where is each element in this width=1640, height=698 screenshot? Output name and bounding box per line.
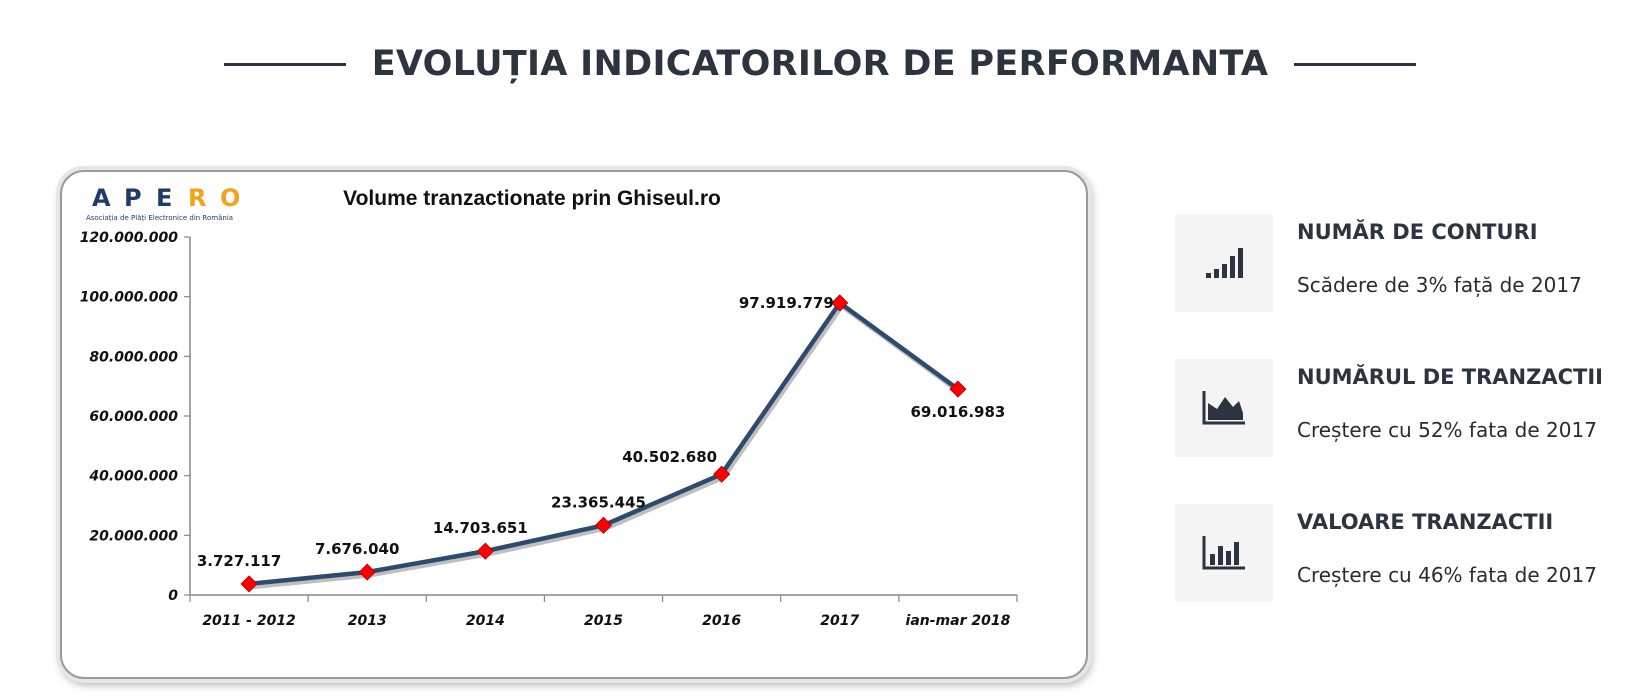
logo-letter: E [156,184,172,212]
signal-bars-icon [1206,248,1243,278]
stat-accounts: NUMĂR DE CONTURI Scădere de 3% față de 2… [1175,210,1635,312]
stat-icon-box [1175,214,1273,312]
data-label: 40.502.680 [622,448,717,466]
stat-description: Scădere de 3% față de 2017 [1297,273,1582,297]
bar-chart-icon [1202,536,1245,570]
logo-letter: O [220,184,240,212]
logo-letter: P [124,184,142,212]
chart-series: 3.727.117 7.676.040 14.703.651 23.365.445 40… [197,294,1005,593]
data-point-marker [831,294,849,312]
logo-letter: R [188,184,206,212]
y-tick-label: 40.000.000 [88,469,178,485]
page-title: EVOLUȚIA INDICATORILOR DE PERFORMANTA [371,44,1269,84]
y-tick-label: 60.000.000 [89,409,178,425]
chart-axes: 0 20.000.000 40.000.000 60.000.000 80.000.00… [80,230,1018,629]
stat-value: VALOARE TRANZACTII Creștere cu 46% fata … [1175,500,1635,602]
x-tick-label: ian-mar 2018 [906,613,1011,629]
stat-title: VALOARE TRANZACTII [1297,510,1554,534]
data-label: 14.703.651 [433,519,528,537]
logo-letter: A [92,184,111,212]
header-left-rule [223,62,346,66]
section-header: EVOLUȚIA INDICATORILOR DE PERFORMANTA [0,34,1640,94]
area-chart-icon [1202,391,1245,425]
data-label: 69.016.983 [910,403,1005,421]
data-point-marker [358,563,376,581]
stat-description: Creștere cu 46% fata de 2017 [1297,563,1597,587]
stat-title: NUMĂRUL DE TRANZACTII [1297,365,1603,389]
y-tick-label: 20.000.000 [89,528,178,544]
stat-description: Creștere cu 52% fata de 2017 [1297,418,1597,442]
stat-title: NUMĂR DE CONTURI [1297,220,1538,244]
y-tick-label: 100.000.000 [80,290,179,306]
data-point-marker [594,516,613,534]
stat-icon-box [1175,504,1273,602]
header-right-rule [1294,62,1417,66]
x-tick-label: 2015 [584,613,623,629]
logo-subtitle: Asociația de Plăți Electronice din Român… [86,214,233,223]
x-tick-label: 2011 - 2012 [202,613,296,629]
data-label: 97.919.779 [739,294,834,312]
data-label: 23.365.445 [551,493,646,511]
data-point-marker [713,465,731,483]
x-tick-label: 2014 [466,613,505,629]
x-tick-label: 2017 [820,613,859,629]
data-point-marker [476,542,494,560]
data-point-marker [949,380,967,398]
x-tick-label: 2013 [348,613,387,629]
y-tick-label: 0 [168,588,178,604]
data-label: 7.676.040 [315,540,399,558]
data-label: 3.727.117 [197,552,281,570]
line-chart: A P E R O Asociația de Plăți Electronice din … [80,184,1018,629]
apero-logo: A P E R O Asociația de Plăți Electronice din … [86,184,240,223]
stat-icon-box [1175,359,1273,457]
chart-title: Volume tranzactionate prin Ghiseul.ro [343,187,721,210]
y-tick-label: 80.000.000 [89,349,178,365]
data-point-marker [240,575,258,593]
x-tick-label: 2016 [702,613,741,629]
stat-transactions: NUMĂRUL DE TRANZACTII Creștere cu 52% fa… [1175,355,1635,457]
y-tick-label: 120.000.000 [80,230,179,246]
chart-card: A P E R O Asociația de Plăți Electronice din … [60,170,1088,679]
